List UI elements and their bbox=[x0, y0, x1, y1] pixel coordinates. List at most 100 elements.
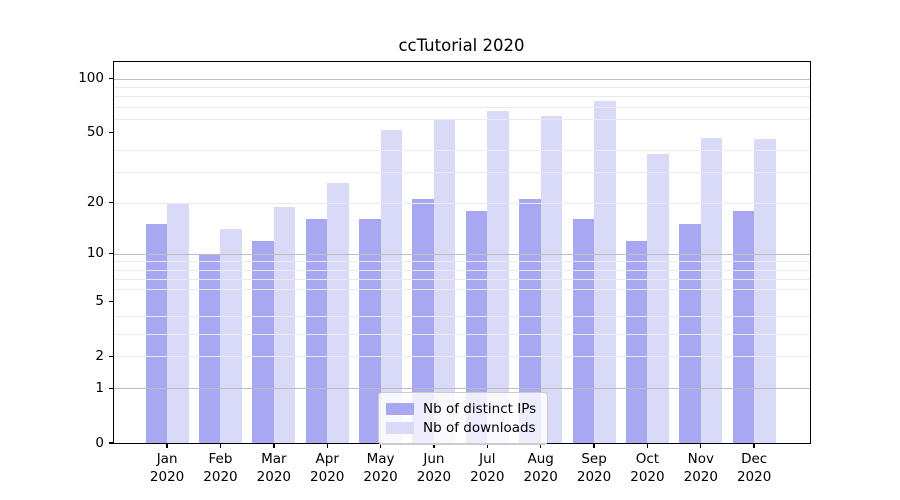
y-tick-label-1: 1 bbox=[95, 379, 104, 396]
x-tick-feb bbox=[219, 443, 222, 448]
minor-gridline-3 bbox=[113, 333, 810, 335]
x-label-month-may: May bbox=[366, 451, 395, 467]
x-tick-mar bbox=[273, 443, 275, 448]
minor-gridline-2 bbox=[113, 356, 810, 358]
minor-gridline-80 bbox=[113, 96, 810, 98]
legend-label-downloads: Nb of downloads bbox=[423, 419, 536, 436]
minor-gridline-40 bbox=[113, 150, 810, 151]
legend: Nb of distinct IPs Nb of downloads bbox=[378, 392, 549, 445]
x-label-feb: Feb 2020 bbox=[184, 451, 256, 486]
bar-distinct-ips-apr bbox=[305, 219, 328, 443]
bar-downloads-oct bbox=[647, 153, 669, 443]
x-label-month-aug: Aug bbox=[527, 451, 554, 467]
x-tick-dec bbox=[753, 443, 755, 448]
major-gridline-10 bbox=[113, 253, 810, 255]
y-tick-label-50: 50 bbox=[86, 124, 104, 141]
y-tick-5 bbox=[108, 300, 114, 303]
legend-swatch-distinct-ips bbox=[386, 402, 414, 415]
bar-distinct-ips-dec bbox=[732, 210, 755, 443]
y-tick-20 bbox=[108, 202, 114, 204]
x-label-aug: Aug 2020 bbox=[505, 451, 577, 486]
x-label-oct: Oct 2020 bbox=[611, 451, 683, 486]
x-label-may: May 2020 bbox=[345, 451, 417, 486]
x-label-year-feb: 2020 bbox=[203, 468, 238, 485]
x-label-year-mar: 2020 bbox=[256, 468, 291, 485]
x-label-month-jul: Jul bbox=[479, 451, 496, 467]
x-label-nov: Nov 2020 bbox=[665, 451, 737, 486]
bar-downloads-jul bbox=[487, 111, 509, 443]
minor-gridline-6 bbox=[113, 289, 810, 291]
x-label-year-jul: 2020 bbox=[470, 468, 505, 485]
x-label-year-sep: 2020 bbox=[576, 468, 612, 485]
x-label-year-aug: 2020 bbox=[523, 468, 558, 485]
minor-gridline-4 bbox=[113, 316, 810, 317]
major-gridline-1 bbox=[113, 388, 810, 390]
legend-swatch-downloads bbox=[386, 421, 414, 434]
minor-gridline-60 bbox=[113, 118, 810, 120]
bar-downloads-jun bbox=[433, 119, 456, 443]
bar-downloads-may bbox=[380, 129, 403, 443]
x-label-month-nov: Nov bbox=[687, 451, 714, 467]
chart-title: ccTutorial 2020 bbox=[398, 36, 525, 55]
x-tick-nov bbox=[700, 443, 702, 448]
x-label-year-jun: 2020 bbox=[416, 468, 452, 485]
x-label-month-dec: Dec bbox=[741, 451, 768, 467]
x-label-dec: Dec 2020 bbox=[718, 451, 790, 486]
bar-distinct-ips-oct bbox=[625, 240, 648, 443]
y-tick-50 bbox=[108, 132, 114, 134]
x-label-month-apr: Apr bbox=[315, 451, 339, 467]
x-tick-jun bbox=[433, 443, 435, 448]
legend-item-downloads: Nb of downloads bbox=[386, 419, 536, 436]
x-label-month-oct: Oct bbox=[635, 451, 660, 467]
legend-label-distinct-ips: Nb of distinct IPs bbox=[423, 400, 537, 417]
x-tick-oct bbox=[646, 443, 649, 448]
x-tick-sep bbox=[593, 443, 595, 448]
x-label-year-dec: 2020 bbox=[736, 468, 772, 485]
y-tick-2 bbox=[108, 355, 114, 357]
x-label-month-jun: Jun bbox=[423, 451, 445, 467]
x-label-mar: Mar 2020 bbox=[238, 451, 310, 486]
y-tick-label-10: 10 bbox=[86, 245, 104, 262]
x-tick-jul bbox=[486, 443, 488, 448]
x-tick-aug bbox=[539, 443, 542, 448]
x-label-month-sep: Sep bbox=[581, 451, 607, 467]
y-tick-label-5: 5 bbox=[95, 293, 104, 310]
bar-distinct-ips-jul bbox=[465, 210, 488, 443]
minor-gridline-90 bbox=[113, 87, 810, 89]
minor-gridline-30 bbox=[113, 172, 810, 173]
x-tick-apr bbox=[326, 443, 328, 448]
bar-downloads-jan bbox=[167, 202, 189, 443]
x-label-year-jan: 2020 bbox=[149, 468, 185, 485]
bar-distinct-ips-sep bbox=[572, 219, 595, 443]
x-label-month-feb: Feb bbox=[208, 451, 233, 467]
legend-item-distinct-ips: Nb of distinct IPs bbox=[386, 400, 536, 417]
bar-downloads-feb bbox=[220, 229, 242, 443]
x-label-jan: Jan 2020 bbox=[131, 451, 203, 486]
x-label-year-apr: 2020 bbox=[310, 468, 345, 485]
y-tick-10 bbox=[108, 253, 114, 255]
bar-distinct-ips-mar bbox=[252, 240, 274, 443]
x-tick-jan bbox=[166, 443, 168, 448]
y-tick-label-20: 20 bbox=[86, 194, 104, 211]
bar-distinct-ips-feb bbox=[198, 253, 221, 443]
bar-downloads-sep bbox=[594, 101, 616, 443]
x-label-month-jan: Jan bbox=[156, 451, 178, 467]
x-label-jun: Jun 2020 bbox=[398, 451, 470, 486]
bar-downloads-dec bbox=[754, 139, 776, 443]
minor-gridline-20 bbox=[113, 202, 810, 204]
minor-gridline-70 bbox=[113, 106, 810, 108]
x-label-apr: Apr 2020 bbox=[291, 451, 363, 486]
y-tick-100 bbox=[108, 78, 114, 80]
bar-distinct-ips-may bbox=[359, 219, 381, 443]
bar-distinct-ips-jun bbox=[412, 199, 434, 443]
plot-area bbox=[112, 61, 811, 444]
bar-distinct-ips-aug bbox=[519, 199, 541, 443]
x-tick-may bbox=[379, 443, 382, 448]
minor-gridline-7 bbox=[113, 278, 810, 280]
x-label-year-nov: 2020 bbox=[683, 468, 718, 485]
y-tick-0 bbox=[108, 442, 114, 444]
x-label-month-mar: Mar bbox=[261, 451, 287, 467]
y-tick-label-2: 2 bbox=[95, 347, 104, 364]
bar-downloads-apr bbox=[327, 182, 349, 443]
